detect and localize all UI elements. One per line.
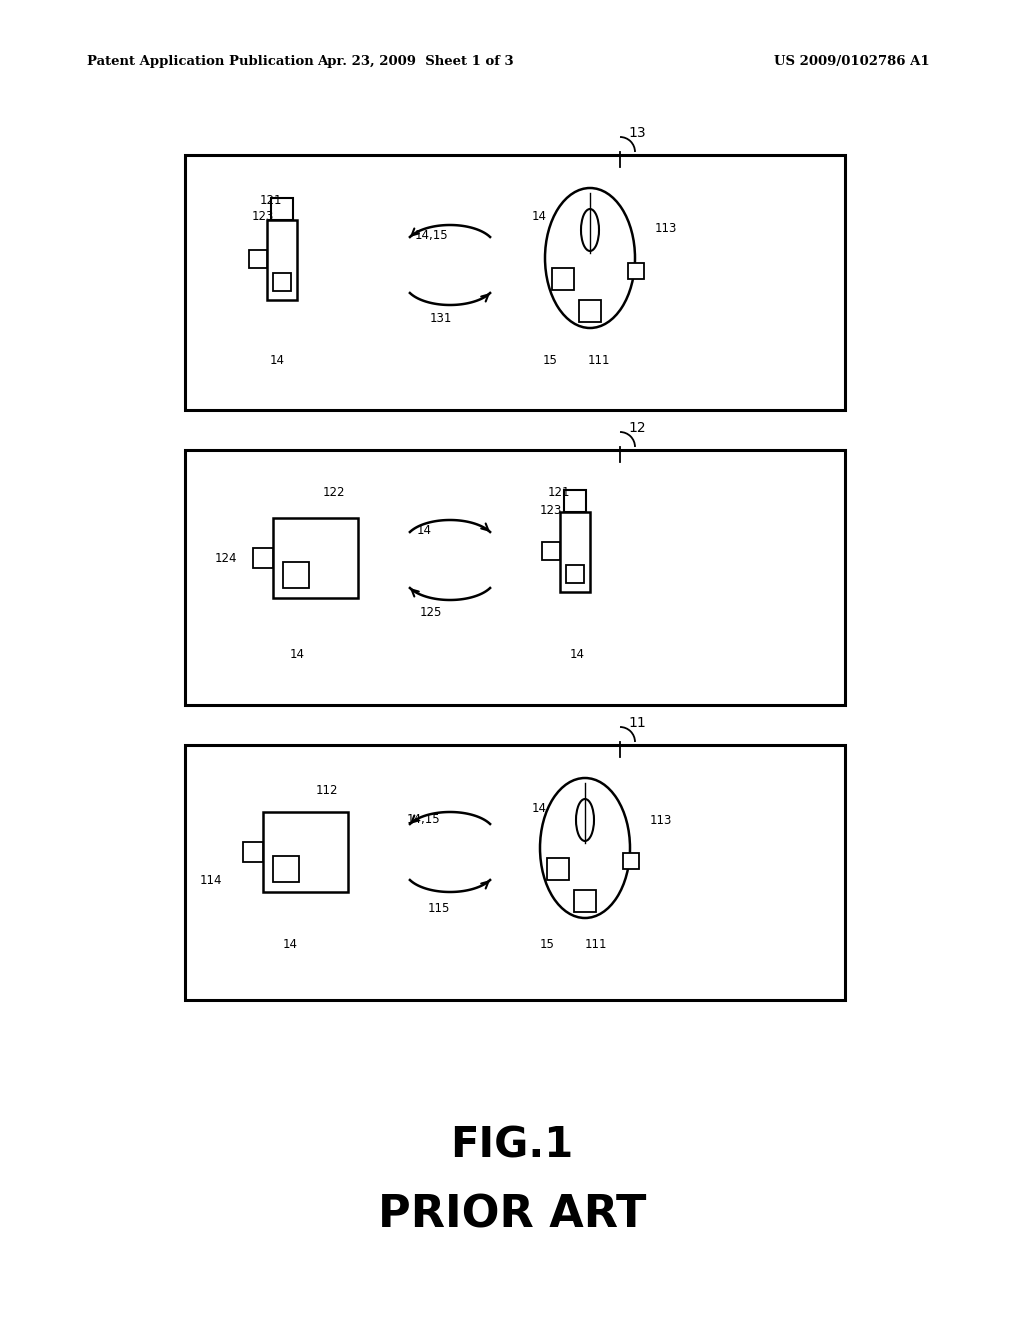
Text: 113: 113 (650, 813, 673, 826)
Bar (547, 858, 569, 880)
Bar (628, 263, 644, 279)
Text: 12: 12 (628, 421, 645, 436)
Text: Apr. 23, 2009  Sheet 1 of 3: Apr. 23, 2009 Sheet 1 of 3 (316, 55, 513, 69)
Text: 111: 111 (588, 354, 610, 367)
Bar (185, 154, 845, 411)
Bar (253, 548, 272, 568)
Text: 123: 123 (540, 503, 562, 516)
Text: 131: 131 (430, 312, 453, 325)
Text: 114: 114 (200, 874, 222, 887)
Bar (185, 744, 845, 1001)
Bar (283, 562, 308, 587)
Ellipse shape (540, 777, 630, 917)
Bar (566, 565, 584, 583)
Text: 15: 15 (543, 354, 558, 367)
Text: US 2009/0102786 A1: US 2009/0102786 A1 (774, 55, 930, 69)
Text: 125: 125 (420, 606, 442, 619)
Bar (574, 890, 596, 912)
Bar (267, 220, 297, 300)
Ellipse shape (581, 209, 599, 251)
Bar (272, 517, 357, 598)
Text: 11: 11 (628, 715, 646, 730)
Text: 111: 111 (585, 939, 607, 952)
Bar (271, 198, 293, 220)
Text: 14: 14 (532, 801, 547, 814)
Bar (542, 543, 560, 560)
Text: 121: 121 (260, 194, 283, 206)
Bar (262, 812, 347, 892)
Ellipse shape (575, 799, 594, 841)
Bar (185, 450, 845, 705)
Text: FIG.1: FIG.1 (451, 1125, 573, 1166)
Text: 14: 14 (570, 648, 585, 661)
Text: 115: 115 (428, 902, 451, 915)
Bar (272, 855, 299, 882)
Text: 123: 123 (252, 210, 274, 223)
Text: 14: 14 (417, 524, 432, 536)
Text: 14,15: 14,15 (415, 228, 449, 242)
Text: Patent Application Publication: Patent Application Publication (87, 55, 313, 69)
Text: 15: 15 (540, 939, 555, 952)
Text: 124: 124 (215, 552, 238, 565)
Text: 14: 14 (532, 210, 547, 223)
Ellipse shape (545, 187, 635, 327)
Text: 122: 122 (323, 487, 345, 499)
Bar (560, 512, 590, 591)
Bar (552, 268, 574, 290)
Text: 14: 14 (270, 354, 285, 367)
Text: PRIOR ART: PRIOR ART (378, 1193, 646, 1237)
Bar (249, 249, 267, 268)
Text: 14: 14 (290, 648, 305, 661)
Bar (243, 842, 262, 862)
Text: 14,15: 14,15 (407, 813, 440, 826)
Text: 13: 13 (628, 125, 645, 140)
Bar (623, 853, 639, 869)
Text: 14: 14 (283, 939, 298, 952)
Text: 121: 121 (548, 487, 570, 499)
Bar (579, 300, 601, 322)
Text: 113: 113 (655, 222, 677, 235)
Text: 112: 112 (316, 784, 339, 796)
Bar (273, 273, 291, 290)
Bar (564, 490, 586, 512)
